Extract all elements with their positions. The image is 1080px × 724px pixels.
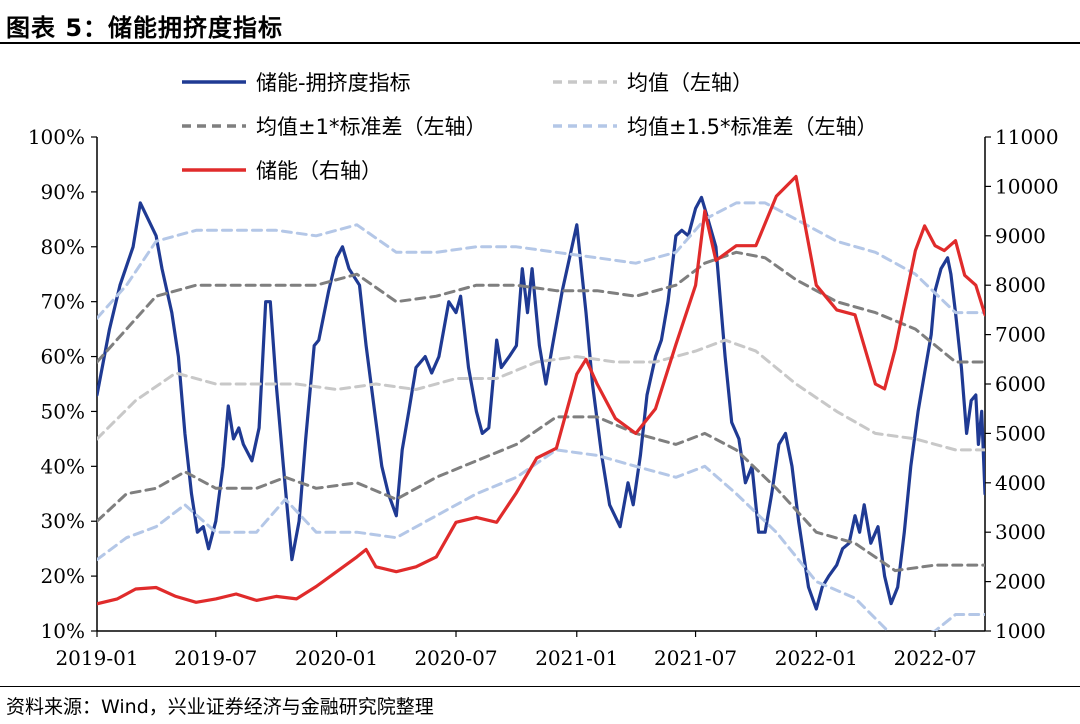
y-right-tick-label: 5000 [995,421,1046,445]
band-line [97,448,985,631]
y-left-tick-label: 50% [41,399,85,423]
legend-label: 均值±1*标准差（左轴） [256,115,486,139]
x-tick-label: 2021-07 [654,646,737,670]
y-left-tick-label: 80% [41,235,85,259]
y-right-tick-label: 3000 [995,520,1046,544]
y-left-tick-label: 60% [41,345,85,369]
y-right-tick-label: 10000 [995,174,1059,198]
band-line [97,250,985,364]
y-right-tick-label: 9000 [995,224,1046,248]
chart: 10% 20% 30% 40% 50% 60% 70% 80% 90% 100% 1000 2000 3… [28,71,1059,670]
y-left-tick-label: 10% [41,619,85,643]
crowding-index-line [97,195,985,611]
storage-price-line [97,174,985,606]
y-right-tick-label: 1000 [995,619,1046,643]
figure-title: 图表 5：储能拥挤度指标 [6,14,284,42]
legend: 储能-拥挤度指标 均值（左轴） 均值±1*标准差（左轴） 均值±1.5*标准差（左轴）… [182,71,878,183]
axes: 10% 20% 30% 40% 50% 60% 70% 80% 90% 100% 1000 2000 3… [28,125,1059,670]
y-right-tick-label: 6000 [995,372,1046,396]
y-right-tick-label: 4000 [995,471,1046,495]
x-tick-label: 2022-01 [775,646,858,670]
y-left-tick-label: 20% [41,564,85,588]
y-right-tick-label: 2000 [995,570,1046,594]
legend-label: 储能（右轴） [256,159,382,183]
x-tick-label: 2022-07 [894,646,977,670]
x-tick-label: 2019-07 [174,646,257,670]
band-line [97,201,985,320]
y-left-tick-label: 40% [41,454,85,478]
source-divider [0,686,1080,687]
y-left-tick-label: 100% [28,125,85,149]
y-left-tick-label: 70% [41,290,85,314]
title-divider [0,42,1080,44]
y-left-tick-label: 90% [41,180,85,204]
band-line [97,338,985,452]
figure-source: 资料来源：Wind，兴业证券经济与金融研究院整理 [6,696,434,718]
series-lines [97,174,985,631]
legend-label: 均值±1.5*标准差（左轴） [627,115,878,139]
legend-label: 均值（左轴） [627,71,753,95]
x-tick-label: 2020-01 [295,646,378,670]
y-right-tick-label: 11000 [995,125,1059,149]
x-tick-label: 2020-07 [414,646,497,670]
y-left-tick-label: 30% [41,509,85,533]
y-right-tick-label: 7000 [995,323,1046,347]
x-tick-label: 2019-01 [55,646,138,670]
y-right-tick-label: 8000 [995,273,1046,297]
legend-label: 储能-拥挤度指标 [256,71,411,95]
x-tick-label: 2021-01 [535,646,618,670]
band-line [97,415,985,573]
